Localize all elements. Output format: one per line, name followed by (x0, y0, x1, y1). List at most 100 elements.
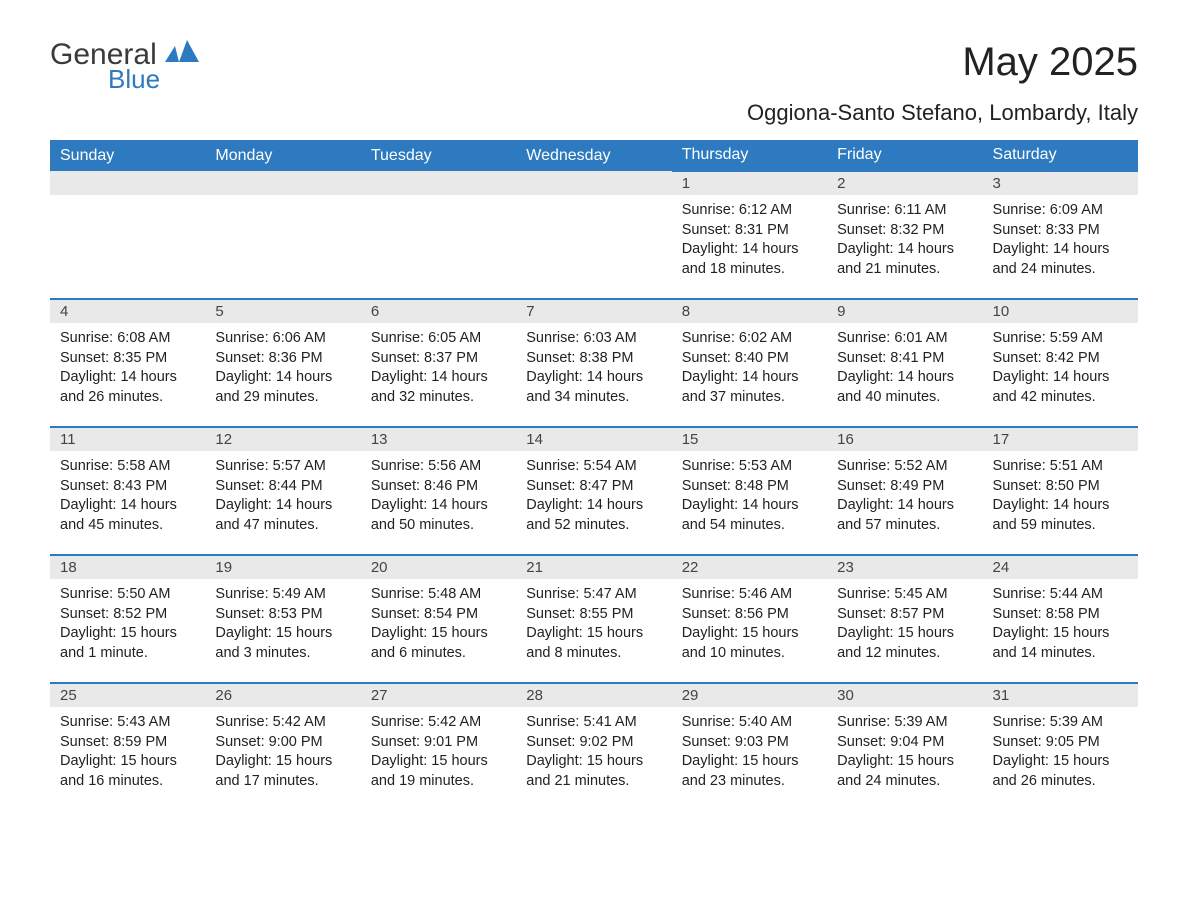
calendar-week-row: 1Sunrise: 6:12 AMSunset: 8:31 PMDaylight… (50, 171, 1138, 299)
day-number: 9 (827, 300, 982, 323)
sunset-line: Sunset: 8:53 PM (215, 605, 350, 625)
day-number: 22 (672, 556, 827, 579)
daylight-line: Daylight: 15 hours and 16 minutes. (60, 752, 195, 791)
calendar-day-cell: 3Sunrise: 6:09 AMSunset: 8:33 PMDaylight… (983, 171, 1138, 299)
calendar-day-cell: 15Sunrise: 5:53 AMSunset: 8:48 PMDayligh… (672, 427, 827, 555)
sunset-line: Sunset: 9:03 PM (682, 733, 817, 753)
sunrise-line: Sunrise: 5:44 AM (993, 585, 1128, 605)
daylight-line: Daylight: 14 hours and 29 minutes. (215, 368, 350, 407)
calendar-day-cell: 11Sunrise: 5:58 AMSunset: 8:43 PMDayligh… (50, 427, 205, 555)
daylight-line: Daylight: 15 hours and 19 minutes. (371, 752, 506, 791)
day-details: Sunrise: 5:56 AMSunset: 8:46 PMDaylight:… (361, 451, 516, 545)
sunset-line: Sunset: 8:40 PM (682, 349, 817, 369)
sunrise-line: Sunrise: 6:08 AM (60, 329, 195, 349)
logo: General Blue (50, 40, 199, 92)
day-number: 16 (827, 428, 982, 451)
day-details: Sunrise: 5:49 AMSunset: 8:53 PMDaylight:… (205, 579, 360, 673)
sunrise-line: Sunrise: 5:41 AM (526, 713, 661, 733)
daylight-line: Daylight: 15 hours and 3 minutes. (215, 624, 350, 663)
calendar-day-cell (205, 171, 360, 299)
day-number: 15 (672, 428, 827, 451)
sunset-line: Sunset: 8:46 PM (371, 477, 506, 497)
day-details: Sunrise: 5:45 AMSunset: 8:57 PMDaylight:… (827, 579, 982, 673)
daylight-line: Daylight: 14 hours and 45 minutes. (60, 496, 195, 535)
day-number: 11 (50, 428, 205, 451)
sunset-line: Sunset: 8:35 PM (60, 349, 195, 369)
day-number: 25 (50, 684, 205, 707)
sunset-line: Sunset: 8:50 PM (993, 477, 1128, 497)
calendar-day-cell: 14Sunrise: 5:54 AMSunset: 8:47 PMDayligh… (516, 427, 671, 555)
sunrise-line: Sunrise: 5:54 AM (526, 457, 661, 477)
sunrise-line: Sunrise: 5:46 AM (682, 585, 817, 605)
daylight-line: Daylight: 14 hours and 32 minutes. (371, 368, 506, 407)
calendar-day-cell: 23Sunrise: 5:45 AMSunset: 8:57 PMDayligh… (827, 555, 982, 683)
day-number: 31 (983, 684, 1138, 707)
weekday-header: Monday (205, 140, 360, 171)
sunrise-line: Sunrise: 5:53 AM (682, 457, 817, 477)
day-details: Sunrise: 5:58 AMSunset: 8:43 PMDaylight:… (50, 451, 205, 545)
day-details: Sunrise: 6:05 AMSunset: 8:37 PMDaylight:… (361, 323, 516, 417)
calendar-day-cell: 10Sunrise: 5:59 AMSunset: 8:42 PMDayligh… (983, 299, 1138, 427)
sunset-line: Sunset: 8:41 PM (837, 349, 972, 369)
day-details: Sunrise: 5:42 AMSunset: 9:01 PMDaylight:… (361, 707, 516, 801)
day-details: Sunrise: 6:06 AMSunset: 8:36 PMDaylight:… (205, 323, 360, 417)
page-header: General Blue May 2025 (50, 40, 1138, 92)
daylight-line: Daylight: 14 hours and 18 minutes. (682, 240, 817, 279)
day-details: Sunrise: 6:09 AMSunset: 8:33 PMDaylight:… (983, 195, 1138, 289)
sunrise-line: Sunrise: 5:50 AM (60, 585, 195, 605)
day-number: 20 (361, 556, 516, 579)
sunrise-line: Sunrise: 6:02 AM (682, 329, 817, 349)
day-details: Sunrise: 5:53 AMSunset: 8:48 PMDaylight:… (672, 451, 827, 545)
calendar-day-cell: 19Sunrise: 5:49 AMSunset: 8:53 PMDayligh… (205, 555, 360, 683)
weekday-header: Tuesday (361, 140, 516, 171)
calendar-day-cell: 30Sunrise: 5:39 AMSunset: 9:04 PMDayligh… (827, 683, 982, 811)
calendar-day-cell: 5Sunrise: 6:06 AMSunset: 8:36 PMDaylight… (205, 299, 360, 427)
day-number: 30 (827, 684, 982, 707)
sunset-line: Sunset: 8:36 PM (215, 349, 350, 369)
daylight-line: Daylight: 15 hours and 14 minutes. (993, 624, 1128, 663)
day-number: 4 (50, 300, 205, 323)
day-number: 2 (827, 172, 982, 195)
day-number: 5 (205, 300, 360, 323)
day-number-empty (205, 171, 360, 195)
sunrise-line: Sunrise: 5:59 AM (993, 329, 1128, 349)
sunset-line: Sunset: 8:56 PM (682, 605, 817, 625)
sunrise-line: Sunrise: 5:48 AM (371, 585, 506, 605)
calendar-table: SundayMondayTuesdayWednesdayThursdayFrid… (50, 140, 1138, 811)
page-title: May 2025 (962, 40, 1138, 85)
calendar-day-cell: 31Sunrise: 5:39 AMSunset: 9:05 PMDayligh… (983, 683, 1138, 811)
sunset-line: Sunset: 9:01 PM (371, 733, 506, 753)
daylight-line: Daylight: 15 hours and 8 minutes. (526, 624, 661, 663)
sunrise-line: Sunrise: 5:45 AM (837, 585, 972, 605)
daylight-line: Daylight: 15 hours and 17 minutes. (215, 752, 350, 791)
day-number: 6 (361, 300, 516, 323)
sunrise-line: Sunrise: 6:12 AM (682, 201, 817, 221)
sunset-line: Sunset: 8:32 PM (837, 221, 972, 241)
calendar-day-cell: 13Sunrise: 5:56 AMSunset: 8:46 PMDayligh… (361, 427, 516, 555)
daylight-line: Daylight: 14 hours and 54 minutes. (682, 496, 817, 535)
day-details: Sunrise: 5:44 AMSunset: 8:58 PMDaylight:… (983, 579, 1138, 673)
day-number: 12 (205, 428, 360, 451)
weekday-header: Thursday (672, 140, 827, 171)
calendar-day-cell: 21Sunrise: 5:47 AMSunset: 8:55 PMDayligh… (516, 555, 671, 683)
sunrise-line: Sunrise: 5:57 AM (215, 457, 350, 477)
daylight-line: Daylight: 14 hours and 52 minutes. (526, 496, 661, 535)
day-details: Sunrise: 5:46 AMSunset: 8:56 PMDaylight:… (672, 579, 827, 673)
daylight-line: Daylight: 14 hours and 21 minutes. (837, 240, 972, 279)
calendar-day-cell (361, 171, 516, 299)
sunset-line: Sunset: 8:49 PM (837, 477, 972, 497)
daylight-line: Daylight: 15 hours and 26 minutes. (993, 752, 1128, 791)
calendar-week-row: 18Sunrise: 5:50 AMSunset: 8:52 PMDayligh… (50, 555, 1138, 683)
sunset-line: Sunset: 8:43 PM (60, 477, 195, 497)
sunset-line: Sunset: 8:37 PM (371, 349, 506, 369)
sunset-line: Sunset: 8:47 PM (526, 477, 661, 497)
day-details: Sunrise: 5:51 AMSunset: 8:50 PMDaylight:… (983, 451, 1138, 545)
sunset-line: Sunset: 8:44 PM (215, 477, 350, 497)
weekday-header: Saturday (983, 140, 1138, 171)
calendar-day-cell: 20Sunrise: 5:48 AMSunset: 8:54 PMDayligh… (361, 555, 516, 683)
sunset-line: Sunset: 8:48 PM (682, 477, 817, 497)
daylight-line: Daylight: 15 hours and 1 minute. (60, 624, 195, 663)
day-details: Sunrise: 5:48 AMSunset: 8:54 PMDaylight:… (361, 579, 516, 673)
daylight-line: Daylight: 14 hours and 47 minutes. (215, 496, 350, 535)
sunset-line: Sunset: 8:38 PM (526, 349, 661, 369)
